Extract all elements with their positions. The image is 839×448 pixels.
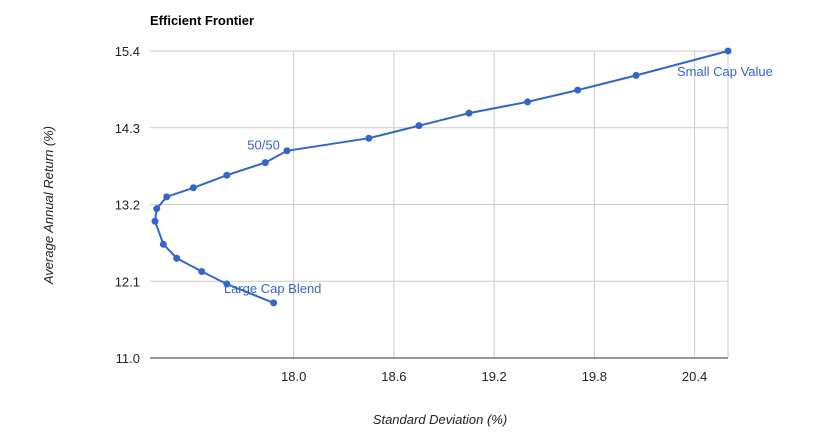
annotation-label: Large Cap Blend	[224, 281, 322, 296]
data-point	[173, 254, 181, 262]
x-tick-label: 19.8	[582, 369, 607, 384]
x-axis-ticks: 18.0 18.6 19.2 19.8 20.4	[281, 369, 707, 384]
data-point	[283, 147, 291, 155]
data-point	[524, 98, 532, 106]
data-point	[223, 280, 231, 288]
chart-annotations: Small Cap Value 50/50 Large Cap Blend	[224, 64, 773, 296]
x-tick-label: 18.6	[381, 369, 406, 384]
y-tick-label: 14.3	[115, 121, 140, 136]
x-tick-label: 19.2	[481, 369, 506, 384]
x-axis-title: Standard Deviation (%)	[373, 412, 507, 427]
data-point	[270, 299, 278, 307]
y-axis-ticks: 11.0 12.1 13.2 14.3 15.4	[115, 44, 140, 366]
x-tick-label: 20.4	[682, 369, 707, 384]
y-axis-title: Average Annual Return (%)	[41, 126, 56, 285]
data-point	[223, 171, 231, 179]
data-point	[153, 205, 161, 213]
series-line	[153, 50, 729, 304]
data-point	[365, 134, 373, 142]
data-point	[198, 267, 206, 275]
chart-grid	[150, 50, 729, 358]
data-point	[415, 122, 423, 130]
y-tick-label: 12.1	[115, 274, 140, 289]
annotation-label: Small Cap Value	[677, 64, 773, 79]
data-point	[574, 86, 582, 94]
data-point	[159, 240, 167, 248]
y-tick-label: 11.0	[116, 351, 140, 366]
y-tick-label: 13.2	[115, 198, 140, 213]
data-point	[632, 71, 640, 79]
data-point	[261, 159, 269, 167]
data-point	[163, 193, 171, 201]
y-tick-label: 15.4	[115, 44, 140, 59]
data-point	[189, 184, 197, 192]
series-frontier	[151, 47, 732, 307]
x-tick-label: 18.0	[281, 369, 306, 384]
data-point	[465, 109, 473, 117]
chart-title: Efficient Frontier	[150, 13, 254, 28]
data-point	[151, 217, 159, 225]
data-point	[724, 47, 732, 55]
annotation-label: 50/50	[247, 138, 280, 153]
